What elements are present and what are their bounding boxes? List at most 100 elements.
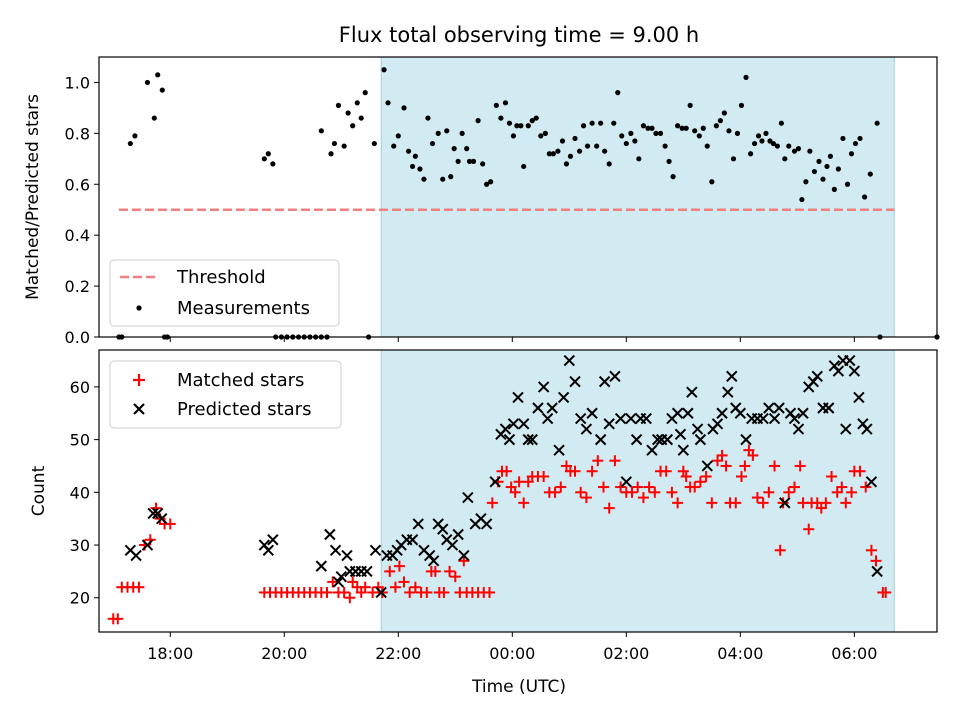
predicted-stars-point — [332, 576, 345, 588]
legend-measurements-swatch — [136, 305, 142, 311]
predicted-stars-point — [701, 460, 713, 472]
matched-stars-point — [458, 555, 470, 567]
measurement-point — [645, 125, 651, 131]
matched-stars-point — [643, 481, 655, 493]
predicted-stars-point — [375, 586, 387, 599]
measurement-point — [576, 148, 583, 154]
predicted-stars-point — [822, 402, 835, 414]
predicted-stars-point — [640, 412, 652, 425]
measurement-point — [653, 130, 659, 136]
measurement-point — [844, 181, 851, 187]
predicted-stars-point — [427, 555, 440, 567]
matched-stars-point — [747, 449, 759, 461]
matched-stars-point — [555, 481, 567, 493]
predicted-stars-point — [335, 570, 347, 583]
predicted-stars-point — [141, 539, 154, 551]
predicted-stars-point — [773, 402, 785, 414]
measurement-point — [799, 196, 805, 203]
predicted-stars-point — [412, 518, 424, 530]
predicted-stars-point — [586, 407, 598, 419]
measurement-point — [354, 100, 360, 106]
matched-stars-point — [538, 471, 550, 483]
measurement-point — [862, 194, 868, 200]
predicted-stars-point — [740, 433, 752, 446]
measurement-point — [580, 123, 587, 129]
predicted-stars-point — [522, 433, 534, 446]
predicted-stars-point — [324, 528, 336, 541]
count-legend: Matched stars Predicted stars — [109, 360, 342, 429]
measurement-point — [763, 130, 769, 136]
measurement-point — [488, 179, 494, 185]
matched-stars-point — [777, 497, 789, 509]
predicted-stars-point — [369, 544, 382, 557]
predicted-stars-point — [156, 512, 168, 525]
predicted-stars-point — [553, 444, 565, 456]
predicted-stars-point — [598, 375, 611, 388]
measurement-point — [385, 100, 391, 106]
measurement-point — [350, 123, 356, 129]
measurement-point — [506, 120, 513, 126]
measurement-point — [362, 90, 368, 96]
matched-stars-point — [444, 565, 456, 577]
measurement-point — [518, 123, 524, 129]
predicted-stars-point — [507, 418, 520, 430]
predicted-stars-point — [691, 423, 704, 435]
matched-stars-point — [404, 586, 416, 598]
measurement-point — [470, 158, 477, 164]
legend-matched-label: Matched stars — [177, 370, 304, 391]
matched-stars-series — [107, 444, 892, 625]
measurement-point — [759, 138, 765, 144]
measurement-point — [721, 110, 727, 116]
measurement-point — [820, 176, 826, 182]
predicted-stars-point — [853, 391, 865, 404]
measurement-point — [687, 102, 693, 108]
y-tick-label: 0.2 — [65, 277, 90, 296]
ratio-panel: 0.0 0.2 0.4 0.6 0.8 1.0 Matched/Predicted sta… — [23, 56, 940, 347]
matched-stars-point — [438, 586, 450, 598]
predicted-stars-point — [569, 375, 581, 388]
measurement-point — [692, 128, 698, 134]
legend-threshold-label: Threshold — [176, 267, 266, 288]
y-tick-label: 1.0 — [65, 73, 90, 92]
measurement-point — [391, 143, 397, 149]
measurement-point — [807, 148, 813, 154]
y-tick-label: 20 — [70, 589, 90, 608]
matched-stars-point — [730, 497, 742, 509]
matched-stars-point — [820, 497, 832, 509]
measurement-point — [542, 130, 548, 136]
predicted-stars-point — [871, 565, 883, 578]
x-tick-label: 20:00 — [261, 644, 307, 663]
predicted-stars-point — [848, 365, 861, 377]
measurement-point — [155, 72, 161, 78]
measurement-point — [770, 140, 776, 147]
matched-stars-point — [549, 486, 561, 498]
predicted-stars-point — [526, 433, 538, 446]
matched-stars-point — [409, 581, 421, 593]
matched-stars-point — [483, 586, 495, 598]
measurement-point — [132, 133, 138, 139]
predicted-stars-point — [779, 497, 791, 509]
matched-stars-point — [580, 492, 592, 504]
matched-stars-point — [769, 460, 781, 472]
measurement-point — [572, 135, 578, 142]
y-tick-label: 0.0 — [65, 328, 90, 347]
x-axis-label: Time (UTC) — [471, 677, 566, 697]
measurement-point — [466, 158, 473, 164]
matched-stars-point — [694, 476, 706, 488]
ratio-y-axis-label: Matched/Predicted stars — [23, 94, 43, 300]
measurement-point — [611, 120, 617, 126]
matched-stars-point — [783, 486, 795, 498]
predicted-stars-point — [462, 491, 474, 504]
predicted-stars-point — [537, 381, 550, 393]
predicted-stars-point — [517, 418, 530, 430]
predicted-stars-point — [734, 407, 747, 419]
measurement-point — [874, 120, 880, 126]
matched-stars-point — [609, 455, 621, 467]
measurement-point — [417, 166, 423, 172]
predicted-stars-point — [406, 534, 419, 546]
measurement-point — [529, 118, 535, 124]
matched-stars-point — [840, 497, 852, 509]
measurement-point — [409, 163, 416, 170]
measurement-point — [657, 130, 664, 136]
measurement-point — [328, 151, 334, 157]
